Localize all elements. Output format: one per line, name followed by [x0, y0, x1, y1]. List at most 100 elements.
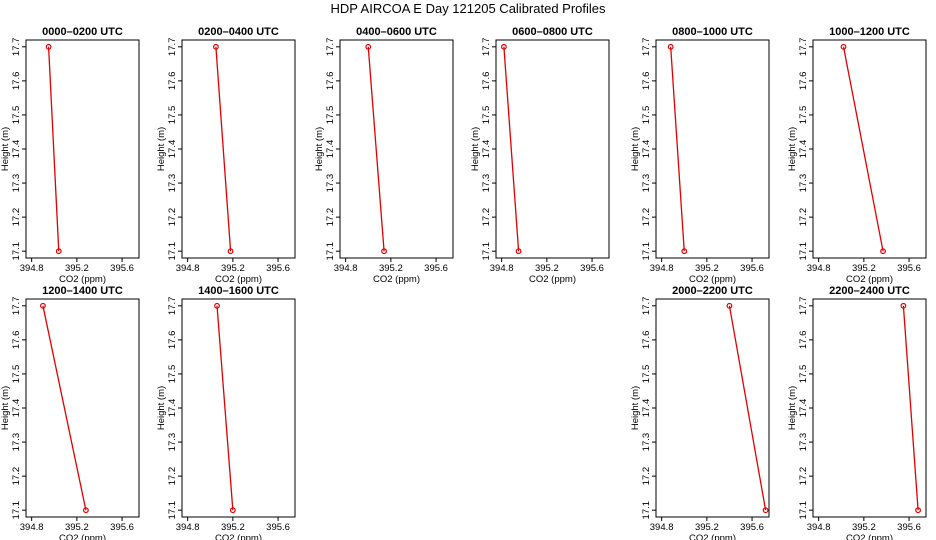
data-point: [227, 248, 234, 255]
y-tick-label: 17.6: [325, 72, 336, 91]
y-tick-label: 17.7: [325, 38, 336, 57]
y-tick-label: 17.3: [167, 174, 178, 193]
series-line: [842, 46, 884, 252]
panel-title: 0200–0400 UTC: [198, 26, 279, 38]
data-point: [214, 302, 220, 309]
data-point: [501, 43, 507, 50]
y-tick-label: 17.4: [798, 399, 809, 418]
panel: 1400–1600 UTC 394.8 395.2 395.6 17.1 17.2 17.3…: [156, 285, 296, 540]
y-tick-label: 17.5: [798, 106, 809, 125]
y-tick-label: 17.2: [481, 208, 492, 227]
y-tick-label: 17.4: [325, 140, 336, 159]
y-tick-label: 17.3: [798, 433, 809, 452]
y-tick-label: 17.5: [167, 365, 178, 384]
y-tick-label: 17.1: [167, 242, 178, 261]
y-tick-label: 17.1: [798, 501, 809, 520]
y-tick-label: 17.4: [481, 140, 492, 159]
y-tick-label: 17.3: [641, 433, 652, 452]
data-point: [55, 248, 62, 255]
panel: 0400–0600 UTC 394.8 395.2 395.6 17.1 17.2 17.3…: [314, 26, 454, 285]
x-tick-label: 394.8: [334, 263, 358, 274]
series-line: [215, 46, 232, 252]
x-axis-label: CO2 (ppm): [846, 533, 893, 540]
panel-title: 1200–1400 UTC: [42, 285, 123, 297]
y-tick-label: 17.5: [641, 106, 652, 125]
x-axis-label: CO2 (ppm): [846, 274, 893, 285]
y-tick-label: 17.7: [798, 38, 809, 57]
y-tick-label: 17.5: [325, 106, 336, 125]
plot-frame: [181, 39, 296, 259]
y-tick-label: 17.6: [798, 72, 809, 91]
x-tick-label: 395.2: [852, 263, 876, 274]
x-axis-label: CO2 (ppm): [59, 274, 106, 285]
y-tick-label: 17.1: [481, 242, 492, 261]
y-axis-label: Height (m): [787, 386, 798, 430]
x-tick-label: 395.2: [65, 263, 89, 274]
y-tick-label: 17.1: [167, 501, 178, 520]
y-tick-label: 17.3: [325, 174, 336, 193]
x-tick-label: 395.6: [897, 263, 921, 274]
x-tick-label: 394.8: [176, 263, 200, 274]
y-tick-label: 17.1: [641, 501, 652, 520]
series-line: [216, 305, 234, 511]
series-line: [728, 305, 767, 511]
y-axis-label: Height (m): [630, 386, 641, 430]
y-tick-label: 17.1: [325, 242, 336, 261]
y-tick-label: 17.4: [167, 140, 178, 159]
panel-title: 1400–1600 UTC: [198, 285, 279, 297]
y-axis-label: Height (m): [314, 127, 325, 171]
series-line: [42, 305, 87, 511]
series-line: [902, 305, 919, 511]
y-tick-label: 17.4: [11, 140, 22, 159]
x-tick-label: 394.8: [490, 263, 514, 274]
y-tick-label: 17.2: [11, 467, 22, 486]
y-tick-label: 17.2: [167, 467, 178, 486]
y-tick-label: 17.2: [325, 208, 336, 227]
x-tick-label: 395.2: [221, 263, 245, 274]
x-tick-label: 395.6: [897, 522, 921, 533]
y-tick-label: 17.6: [11, 72, 22, 91]
panel-title: 0800–1000 UTC: [672, 26, 753, 38]
panel: 0800–1000 UTC 394.8 395.2 395.6 17.1 17.2 17.3…: [630, 26, 770, 285]
y-tick-label: 17.1: [798, 242, 809, 261]
plot-frame: [812, 298, 927, 518]
y-tick-label: 17.7: [481, 38, 492, 57]
data-point: [762, 507, 769, 514]
data-point: [900, 302, 907, 309]
y-tick-label: 17.6: [641, 72, 652, 91]
y-tick-label: 17.7: [641, 297, 652, 316]
series-line: [503, 46, 520, 252]
y-tick-label: 17.1: [11, 242, 22, 261]
data-point: [515, 248, 522, 255]
y-tick-label: 17.2: [167, 208, 178, 227]
x-tick-label: 394.8: [650, 522, 674, 533]
x-axis-label: CO2 (ppm): [689, 274, 736, 285]
y-tick-label: 17.7: [11, 38, 22, 57]
y-tick-label: 17.7: [798, 297, 809, 316]
x-tick-label: 395.2: [695, 263, 719, 274]
plot-frame: [495, 39, 610, 259]
y-tick-label: 17.3: [481, 174, 492, 193]
series-line: [367, 46, 385, 252]
y-tick-label: 17.6: [481, 72, 492, 91]
plot-frame: [339, 39, 454, 259]
x-axis-label: CO2 (ppm): [373, 274, 420, 285]
x-tick-label: 395.2: [695, 522, 719, 533]
panel-title: 2000–2200 UTC: [672, 285, 753, 297]
data-point: [726, 302, 733, 309]
plot-frame: [812, 39, 927, 259]
x-tick-label: 395.6: [740, 522, 764, 533]
series-line: [670, 46, 685, 252]
x-axis-label: CO2 (ppm): [215, 533, 262, 540]
y-tick-label: 17.3: [11, 433, 22, 452]
y-tick-label: 17.6: [167, 72, 178, 91]
x-tick-label: 395.6: [110, 263, 134, 274]
x-tick-label: 394.8: [807, 263, 831, 274]
x-tick-label: 395.6: [740, 263, 764, 274]
y-tick-label: 17.2: [641, 467, 652, 486]
panel: 2200–2400 UTC 394.8 395.2 395.6 17.1 17.2 17.3…: [787, 285, 927, 540]
y-tick-label: 17.2: [641, 208, 652, 227]
x-tick-label: 395.6: [110, 522, 134, 533]
y-axis-label: Height (m): [470, 127, 481, 171]
